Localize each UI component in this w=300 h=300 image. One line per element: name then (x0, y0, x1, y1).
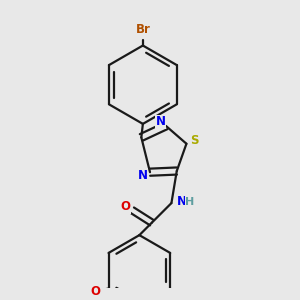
Text: N: N (176, 195, 186, 208)
Text: Br: Br (135, 23, 150, 36)
Text: N: N (156, 115, 166, 128)
Text: H: H (185, 197, 195, 207)
Text: S: S (190, 134, 199, 147)
Text: O: O (121, 200, 131, 213)
Text: O: O (90, 285, 100, 298)
Text: N: N (138, 169, 148, 182)
